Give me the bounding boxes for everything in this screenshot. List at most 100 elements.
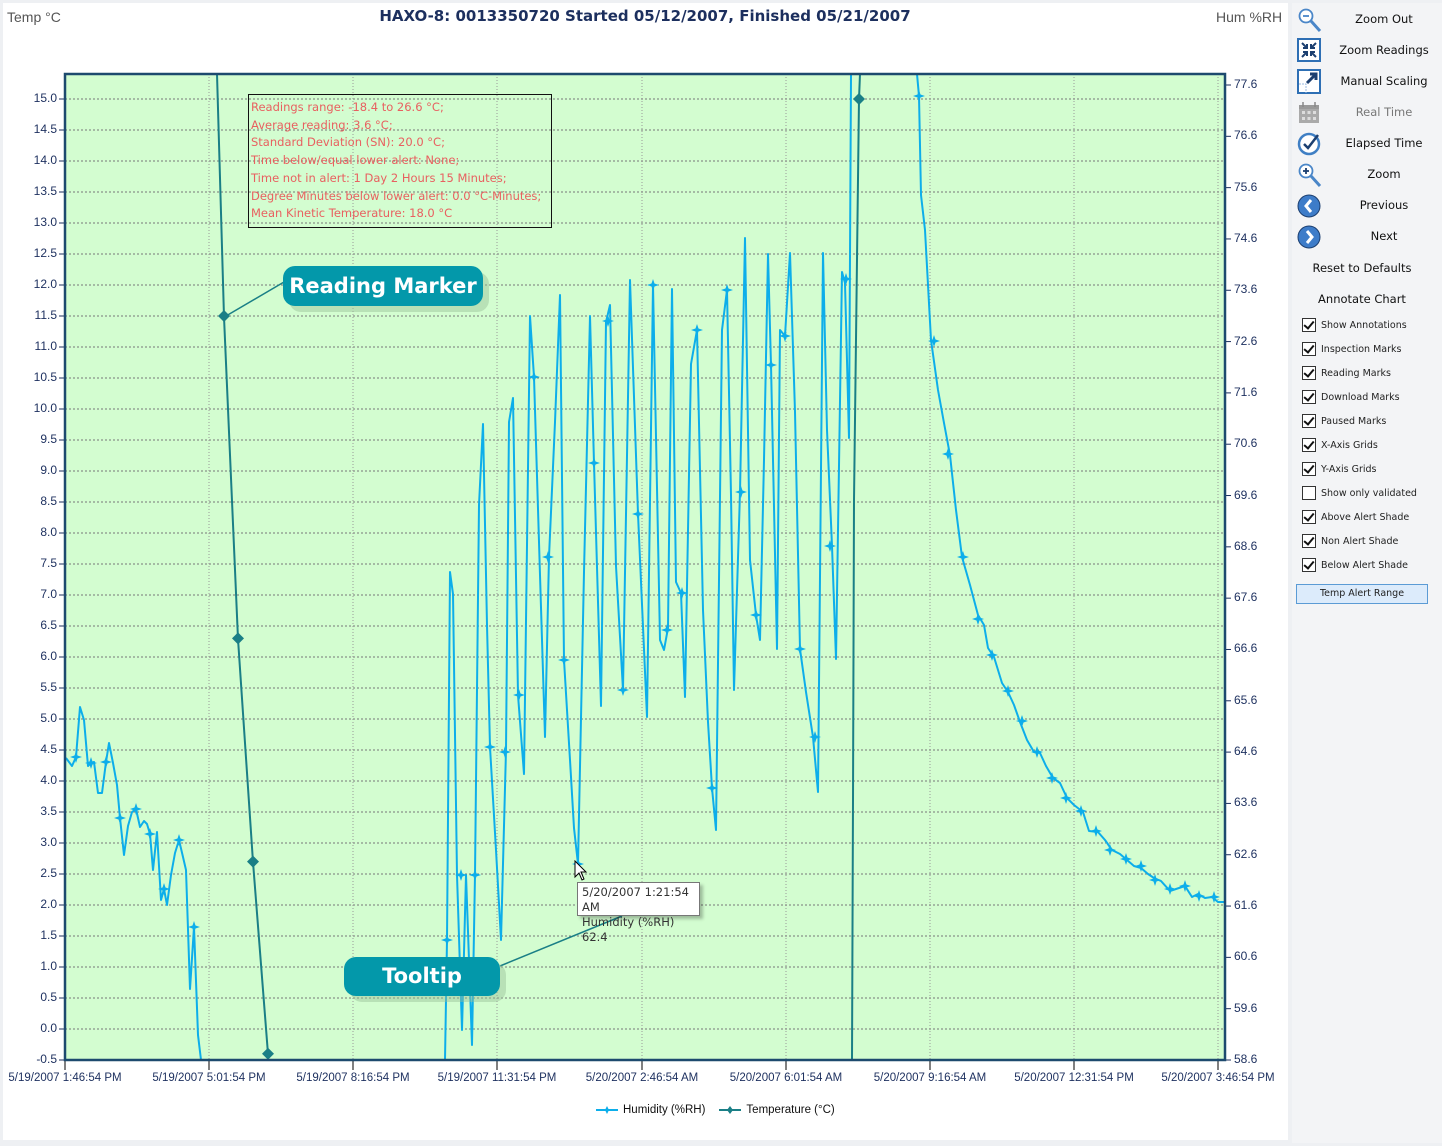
checkbox-box[interactable] bbox=[1302, 534, 1316, 548]
annotate-chart-button[interactable]: Annotate Chart bbox=[1318, 292, 1406, 306]
checkbox-box[interactable] bbox=[1302, 438, 1316, 452]
humidity-reading-marker[interactable] bbox=[469, 869, 481, 881]
checkbox-below-alert-shade[interactable]: Below Alert Shade bbox=[1302, 556, 1408, 574]
elapsed-time-button[interactable]: Elapsed Time bbox=[1292, 129, 1442, 157]
humidity-reading-marker[interactable] bbox=[1060, 792, 1072, 804]
humidity-reading-marker[interactable] bbox=[130, 803, 142, 815]
humidity-reading-marker[interactable] bbox=[824, 540, 836, 552]
humidity-reading-marker[interactable] bbox=[1031, 746, 1043, 758]
checkbox-box[interactable] bbox=[1302, 510, 1316, 524]
checkbox-box[interactable] bbox=[1302, 462, 1316, 476]
humidity-reading-marker[interactable] bbox=[1104, 844, 1116, 856]
humidity-reading-marker[interactable] bbox=[928, 335, 940, 347]
plot[interactable] bbox=[0, 0, 1290, 1146]
humidity-reading-marker[interactable] bbox=[455, 869, 467, 881]
humidity-reading-marker[interactable] bbox=[765, 359, 777, 371]
checkbox-box[interactable] bbox=[1302, 342, 1316, 356]
humidity-reading-marker[interactable] bbox=[1120, 853, 1132, 865]
humidity-reading-marker[interactable] bbox=[1164, 883, 1176, 895]
humidity-reading-marker[interactable] bbox=[721, 284, 733, 296]
zoom-out-button[interactable]: Zoom Out bbox=[1292, 5, 1442, 33]
humidity-reading-marker[interactable] bbox=[957, 551, 969, 563]
legend-temperature[interactable]: Temperature (°C) bbox=[719, 1104, 835, 1116]
humidity-reading-marker[interactable] bbox=[528, 371, 540, 383]
humidity-reading-marker[interactable] bbox=[647, 279, 659, 291]
temperature-line-icon bbox=[719, 1106, 742, 1114]
humidity-reading-marker[interactable] bbox=[144, 828, 156, 840]
humidity-reading-marker[interactable] bbox=[1179, 880, 1191, 892]
humidity-reading-marker[interactable] bbox=[158, 883, 170, 895]
checkbox-box[interactable] bbox=[1302, 558, 1316, 572]
humidity-reading-marker[interactable] bbox=[1149, 874, 1161, 886]
humidity-reading-marker[interactable] bbox=[750, 609, 762, 621]
temperature-reading-marker[interactable] bbox=[218, 310, 230, 322]
humidity-reading-marker[interactable] bbox=[1016, 715, 1028, 727]
temperature-reading-marker[interactable] bbox=[232, 632, 244, 645]
humidity-reading-marker[interactable] bbox=[1075, 805, 1087, 817]
zoom-button[interactable]: Zoom bbox=[1292, 160, 1442, 188]
checkbox-show-annotations[interactable]: Show Annotations bbox=[1302, 316, 1407, 334]
checkbox-download-marks[interactable]: Download Marks bbox=[1302, 388, 1400, 406]
humidity-reading-marker[interactable] bbox=[1208, 891, 1220, 903]
humidity-reading-marker[interactable] bbox=[441, 934, 453, 946]
previous-button[interactable]: Previous bbox=[1292, 191, 1442, 219]
humidity-reading-marker[interactable] bbox=[691, 324, 703, 336]
humidity-reading-marker[interactable] bbox=[779, 330, 791, 342]
checkbox-box[interactable] bbox=[1302, 366, 1316, 380]
checkbox-inspection-marks[interactable]: Inspection Marks bbox=[1302, 340, 1401, 358]
humidity-reading-marker[interactable] bbox=[661, 624, 673, 636]
humidity-reading-marker[interactable] bbox=[602, 315, 614, 327]
humidity-reading-marker[interactable] bbox=[1090, 825, 1102, 837]
zoom-readings-button[interactable]: Zoom Readings bbox=[1292, 36, 1442, 64]
humidity-reading-marker[interactable] bbox=[617, 684, 629, 696]
checkbox-show-only-validated[interactable]: Show only validated bbox=[1302, 484, 1417, 502]
humidity-reading-marker[interactable] bbox=[513, 689, 525, 701]
checkbox-paused-marks[interactable]: Paused Marks bbox=[1302, 412, 1386, 430]
humidity-reading-marker[interactable] bbox=[558, 654, 570, 666]
humidity-reading-marker[interactable] bbox=[100, 756, 112, 768]
temperature-reading-marker[interactable] bbox=[853, 93, 865, 105]
manual-scaling-button[interactable]: Manual Scaling bbox=[1292, 67, 1442, 95]
humidity-reading-marker[interactable] bbox=[942, 448, 954, 460]
checkbox-x-axis-grids[interactable]: X-Axis Grids bbox=[1302, 436, 1378, 454]
humidity-reading-marker[interactable] bbox=[840, 273, 852, 285]
left-tick-label: 4.5 bbox=[40, 742, 57, 756]
next-button[interactable]: Next bbox=[1292, 222, 1442, 250]
humidity-reading-marker[interactable] bbox=[1193, 890, 1205, 902]
humidity-reading-marker[interactable] bbox=[70, 751, 82, 763]
humidity-reading-marker[interactable] bbox=[1002, 685, 1014, 697]
checkbox-box[interactable] bbox=[1302, 318, 1316, 332]
checkbox-box[interactable] bbox=[1302, 414, 1316, 428]
humidity-reading-marker[interactable] bbox=[173, 834, 185, 846]
humidity-reading-marker[interactable] bbox=[484, 741, 496, 753]
humidity-reading-marker[interactable] bbox=[1135, 860, 1147, 872]
real-time-button[interactable]: Real Time bbox=[1292, 98, 1442, 126]
humidity-reading-marker[interactable] bbox=[735, 486, 747, 498]
humidity-reading-marker[interactable] bbox=[794, 643, 806, 655]
checkbox-reading-marks[interactable]: Reading Marks bbox=[1302, 364, 1391, 382]
checkbox-y-axis-grids[interactable]: Y-Axis Grids bbox=[1302, 460, 1377, 478]
checkbox-non-alert-shade[interactable]: Non Alert Shade bbox=[1302, 532, 1398, 550]
temperature-reading-marker[interactable] bbox=[247, 855, 259, 868]
humidity-reading-marker[interactable] bbox=[986, 649, 998, 661]
humidity-reading-marker[interactable] bbox=[188, 921, 200, 933]
humidity-reading-marker[interactable] bbox=[499, 746, 511, 758]
humidity-reading-marker[interactable] bbox=[1046, 772, 1058, 784]
humidity-reading-marker[interactable] bbox=[632, 508, 644, 520]
humidity-reading-marker[interactable] bbox=[114, 812, 126, 824]
legend-humidity[interactable]: Humidity (%RH) bbox=[596, 1104, 705, 1116]
humidity-reading-marker[interactable] bbox=[972, 613, 984, 625]
temperature-reading-marker[interactable] bbox=[262, 1047, 274, 1060]
humidity-reading-marker[interactable] bbox=[588, 457, 600, 469]
checkbox-box[interactable] bbox=[1302, 486, 1316, 500]
reset-to-defaults-button[interactable]: Reset to Defaults bbox=[1312, 261, 1412, 275]
checkbox-box[interactable] bbox=[1302, 390, 1316, 404]
humidity-reading-marker[interactable] bbox=[706, 782, 718, 794]
checkbox-above-alert-shade[interactable]: Above Alert Shade bbox=[1302, 508, 1409, 526]
humidity-reading-marker[interactable] bbox=[809, 731, 821, 743]
humidity-reading-marker[interactable] bbox=[913, 90, 925, 102]
humidity-reading-marker[interactable] bbox=[676, 587, 688, 599]
humidity-reading-marker[interactable] bbox=[542, 551, 554, 563]
humidity-reading-marker[interactable] bbox=[85, 757, 97, 769]
temp-alert-range-button[interactable]: Temp Alert Range bbox=[1296, 584, 1428, 604]
